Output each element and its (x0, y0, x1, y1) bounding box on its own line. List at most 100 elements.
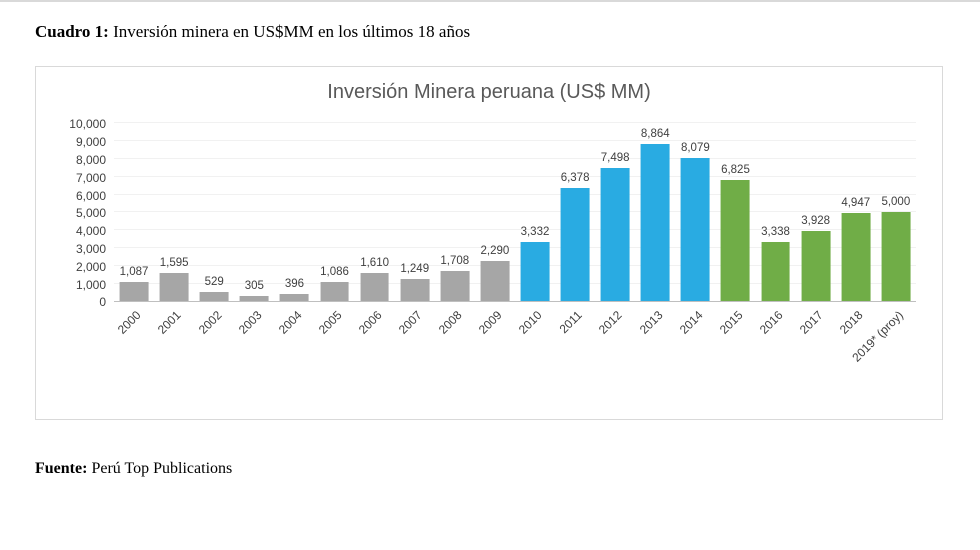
bar-value-label: 5,000 (881, 196, 911, 209)
bar-slot: 8,079 (675, 124, 715, 302)
bar-slot: 1,087 (114, 124, 154, 302)
x-tick: 2015 (715, 302, 755, 394)
x-tick: 2000 (114, 302, 154, 394)
bar-slot: 1,610 (355, 124, 395, 302)
bar-2004 (279, 294, 309, 302)
x-tick-label: 2014 (676, 308, 706, 338)
y-axis: 0 1,000 2,000 3,000 4,000 5,000 6,000 7,000 8,00… (42, 117, 114, 309)
source-label: Fuente: (35, 460, 88, 478)
bar-2010 (520, 242, 550, 302)
bar-value-label: 4,947 (841, 197, 871, 210)
bar-value-label: 1,610 (360, 256, 389, 269)
gridline (114, 264, 916, 266)
y-tick-label: 6,000 (75, 188, 106, 203)
x-tick: 2003 (234, 302, 274, 394)
y-tick-label: 1,000 (75, 277, 106, 292)
bar-value-label: 305 (244, 279, 264, 292)
x-tick: 2019* (proy) (849, 302, 916, 394)
bar-slot: 6,825 (715, 124, 755, 302)
bar-value-label: 6,378 (560, 171, 590, 184)
x-tick-label: 2009 (476, 308, 505, 338)
x-tick-label: 2008 (435, 308, 465, 338)
bar-2006 (360, 272, 390, 302)
gridline (114, 193, 916, 195)
y-tick-label: 0 (99, 295, 106, 310)
gridline (114, 140, 916, 142)
gridline (114, 175, 916, 177)
y-tick-label: 5,000 (75, 206, 106, 221)
bar-value-label: 1,595 (159, 257, 189, 269)
bar-slot: 305 (234, 124, 274, 302)
y-tick-label: 10,000 (69, 117, 106, 132)
bar-value-label: 396 (284, 278, 305, 291)
bar-slot: 1,249 (395, 124, 435, 302)
x-tick: 2012 (595, 302, 635, 394)
bar-slot: 396 (274, 124, 314, 302)
top-divider (0, 0, 980, 2)
gridline (114, 158, 916, 159)
bar-2015 (721, 179, 750, 302)
x-tick-label: 2016 (756, 308, 786, 338)
bar-2017 (801, 231, 831, 302)
x-tick: 2004 (274, 302, 314, 394)
x-tick-label: 2001 (155, 308, 185, 338)
x-tick-label: 2007 (395, 308, 425, 338)
x-tick-label: 2017 (796, 308, 826, 338)
bar-slot: 2,290 (475, 124, 515, 302)
bar-slot: 7,498 (595, 124, 635, 302)
x-tick: 2013 (635, 302, 675, 394)
bar-2003 (239, 295, 269, 302)
bar-2007 (400, 279, 430, 302)
bar-value-label: 1,249 (400, 263, 430, 276)
x-tick: 2005 (314, 302, 354, 394)
bar-2016 (761, 241, 790, 302)
y-tick-label: 2,000 (75, 259, 106, 274)
bar-2012 (600, 167, 630, 302)
x-tick: 2016 (756, 302, 796, 394)
x-tick-label: 2012 (596, 308, 626, 338)
bar-value-label: 6,825 (721, 163, 750, 176)
x-tick-label: 2003 (235, 308, 265, 338)
x-axis: 2000 2001 2002 2003 2004 2005 2006 2007 2008 2009… (114, 302, 916, 394)
gridline (114, 282, 916, 284)
x-tick-label: 2006 (355, 308, 385, 338)
bar-slot: 4,947 (836, 124, 876, 302)
plot-wrapper: 0 1,000 2,000 3,000 4,000 5,000 6,000 7,000 8,00… (42, 117, 916, 394)
bar-2018 (841, 213, 871, 302)
bar-slot: 5,000 (876, 124, 916, 302)
bar-2005 (320, 282, 349, 302)
bar-slot: 8,864 (635, 124, 675, 302)
x-tick-label: 2018 (836, 308, 866, 338)
plot-area: 1,087 1,595 529 305 396 1,086 1,610 1,249 1,708 2… (114, 122, 916, 303)
x-tick: 2014 (675, 302, 715, 394)
bar-2002 (199, 291, 229, 302)
source-text: Perú Top Publications (87, 460, 233, 478)
y-tick-label: 4,000 (75, 224, 106, 239)
x-tick: 2011 (555, 302, 595, 394)
y-tick-label: 7,000 (75, 170, 106, 185)
y-tick-label: 3,000 (75, 242, 106, 256)
bar-slot: 529 (194, 124, 234, 302)
x-tick: 2007 (395, 302, 435, 394)
bar-2011 (560, 187, 590, 302)
bar-2001 (159, 273, 189, 302)
x-tick-label: 2010 (516, 308, 545, 338)
bar-slot: 3,338 (756, 124, 796, 302)
x-tick-label: 2004 (275, 308, 305, 338)
bar-value-label: 1,708 (440, 255, 470, 267)
bar-2013 (640, 143, 670, 302)
gridline (114, 229, 916, 231)
x-tick: 2006 (355, 302, 395, 394)
x-tick: 2010 (515, 302, 555, 394)
bar-slot: 6,378 (555, 124, 595, 302)
gridline (114, 247, 916, 248)
bar-slot: 3,332 (515, 124, 555, 302)
chart-title: Inversión Minera peruana (US$ MM) (327, 81, 651, 104)
page-title-text: Inversión minera en US$MM en los últimos… (108, 22, 471, 41)
bar-2000 (119, 282, 149, 302)
bar-value-label: 1,086 (320, 266, 349, 279)
x-tick: 2008 (435, 302, 475, 394)
bar-slot: 1,086 (314, 124, 354, 302)
chart-container: Inversión Minera peruana (US$ MM) 0 1,000… (35, 66, 943, 421)
x-tick: 2002 (194, 302, 234, 394)
